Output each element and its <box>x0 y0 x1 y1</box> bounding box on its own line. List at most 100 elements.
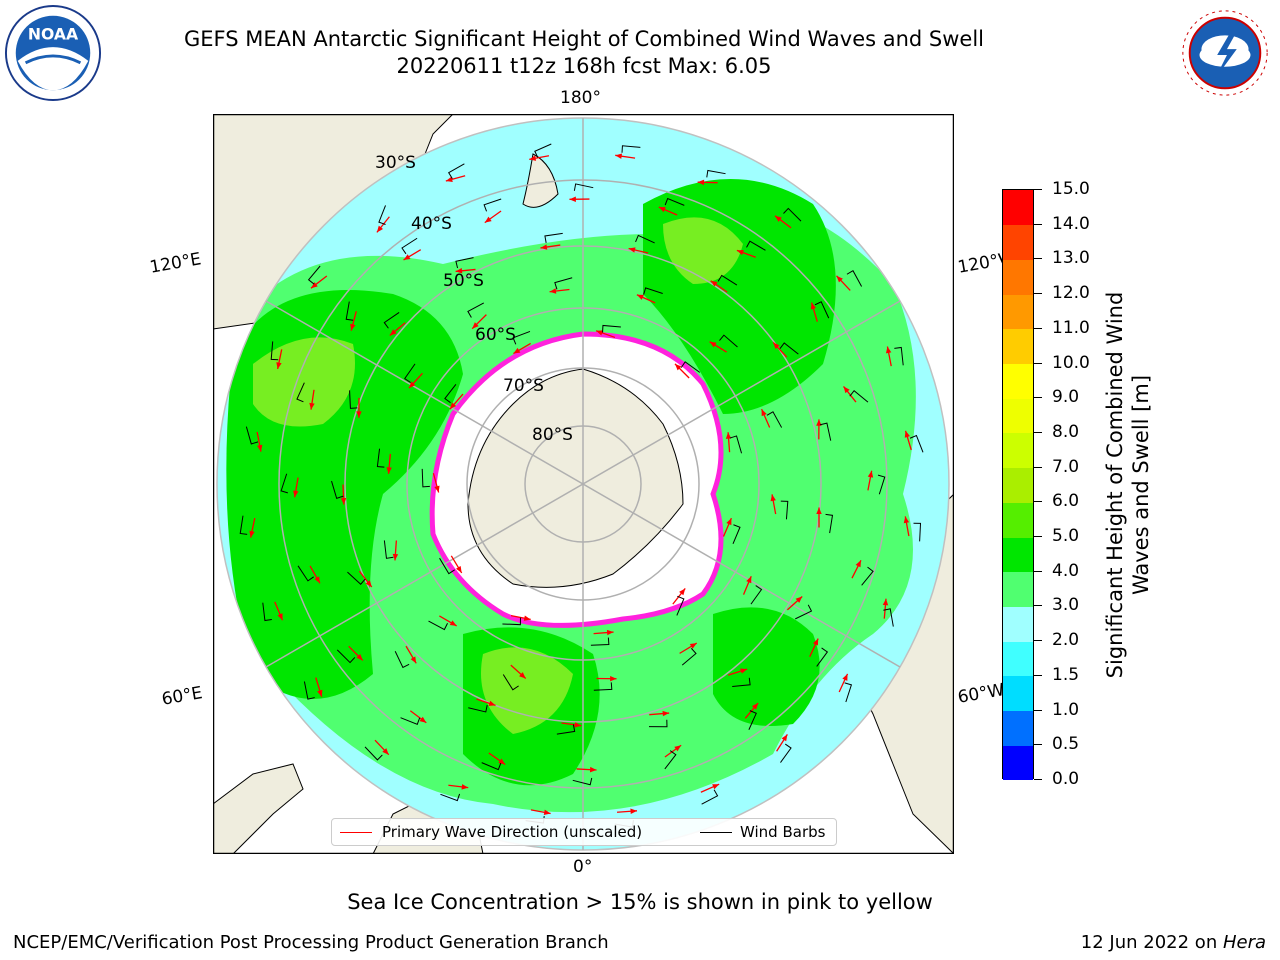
lat-label-70s: 70°S <box>503 376 544 396</box>
wave-direction-arrowhead <box>403 254 411 260</box>
wave-direction-arrowhead <box>689 643 697 649</box>
wave-peak-south <box>481 647 573 734</box>
colorbar-tick-label: 15.0 <box>1052 179 1090 199</box>
wind-barb <box>664 750 677 770</box>
wave-direction-arrowhead <box>885 346 892 354</box>
wind-barb <box>676 595 685 616</box>
lon-label-60e: 60°E <box>160 683 204 710</box>
wave-direction-arrowhead <box>775 215 782 222</box>
wave-direction-arrowhead <box>770 494 776 502</box>
colorbar-segment <box>1003 294 1033 330</box>
wave-direction-arrowhead <box>836 275 843 283</box>
colorbar-tick-mark <box>1034 674 1042 676</box>
wave-direction-legend-line <box>340 832 372 833</box>
wind-barb <box>748 710 757 730</box>
colorbar-tick-mark <box>1034 362 1042 364</box>
wave-direction-arrowhead <box>628 247 636 253</box>
wave-direction-arrowhead <box>589 766 597 773</box>
wind-barb <box>554 277 573 290</box>
wave-direction-arrowhead <box>340 498 347 505</box>
wave-direction-arrowhead <box>781 734 788 742</box>
wind-barb <box>544 232 563 243</box>
wind-barb <box>590 637 610 646</box>
colorbar-tick-mark <box>1034 258 1042 260</box>
colorbar-tick-label: 12.0 <box>1052 283 1090 304</box>
wave-direction-arrowhead <box>882 598 889 606</box>
africa-land <box>213 763 304 854</box>
colorbar-tick-label: 5.0 <box>1052 526 1080 547</box>
wind-barb <box>296 382 305 403</box>
colorbar-segment <box>1003 745 1033 781</box>
colorbar-segment <box>1003 190 1033 226</box>
wind-barb <box>572 777 593 786</box>
colorbar-tick-label: 0.5 <box>1052 734 1080 755</box>
wave-direction-arrowhead <box>904 430 910 438</box>
wind-barb <box>795 604 813 620</box>
wave-direction-arrowhead <box>751 702 759 710</box>
wind-barb <box>512 330 531 345</box>
colorbar-tick-mark <box>1034 779 1042 780</box>
wind-barb <box>262 602 272 622</box>
colorbar-tick-mark <box>1034 189 1042 190</box>
wave-direction-arrowhead <box>376 225 384 233</box>
colorbar-tick-label: 9.0 <box>1052 387 1080 408</box>
colorbar-segment <box>1003 398 1033 434</box>
wind-barb <box>421 468 430 488</box>
wind-barb <box>444 384 457 404</box>
new-zealand-land <box>522 153 559 208</box>
wave-direction-arrowhead <box>455 268 463 274</box>
wave-direction-arrowhead <box>276 362 282 369</box>
wind-barb <box>732 677 751 687</box>
wind-barb <box>877 474 886 495</box>
wind-barb <box>376 448 385 468</box>
vector-field <box>239 143 924 828</box>
wave-direction-arrowhead <box>419 716 427 723</box>
wave-direction-arrowhead <box>903 516 910 524</box>
colorbar-tick-mark <box>1034 744 1042 746</box>
colorbar-tick-mark <box>1034 327 1042 329</box>
wave-direction-arrowhead <box>709 341 717 348</box>
wind-barb <box>378 205 386 225</box>
lat-label-60s: 60°S <box>475 325 516 345</box>
wind-barb <box>766 411 783 428</box>
wave-direction-arrowhead <box>445 176 453 182</box>
wind-barb <box>729 435 743 454</box>
footer-date-text: 12 Jun 2022 on <box>1080 932 1223 953</box>
colorbar-tick-mark <box>1034 466 1042 468</box>
wind-barb <box>732 524 741 545</box>
lon-label-180: 180° <box>560 88 601 108</box>
wind-barb <box>297 565 314 582</box>
wave-direction-legend-label: Primary Wave Direction (unscaled) <box>382 823 643 841</box>
wind-barb <box>780 743 792 763</box>
wind-barb <box>883 608 894 627</box>
nws-logo <box>1178 6 1272 100</box>
wave-direction-arrowhead <box>356 653 363 661</box>
noaa-logo: NOAA <box>4 4 102 102</box>
wave-direction-arrowhead <box>317 689 323 697</box>
colorbar-tick-mark <box>1034 223 1042 225</box>
wind-barb <box>680 361 701 373</box>
footer-host: Hera <box>1222 932 1266 953</box>
graticule <box>216 117 950 851</box>
chart-subtitle: 20220611 t12z 168h fcst Max: 6.05 <box>396 54 772 78</box>
wave-direction-arrowhead <box>314 576 320 584</box>
wave-direction-arrowhead <box>449 402 457 410</box>
wind-barb-legend-label: Wind Barbs <box>740 823 826 841</box>
wind-barb <box>383 311 400 329</box>
colorbar-tick-label: 7.0 <box>1052 456 1080 477</box>
wave-direction-arrowhead <box>674 745 682 752</box>
wind-barb <box>783 207 802 222</box>
colorbar-tick-mark <box>1034 431 1042 433</box>
wave-direction-arrowhead <box>293 490 299 498</box>
wind-barb <box>573 183 594 191</box>
wind-barb <box>336 649 356 664</box>
wind-barb <box>394 651 410 669</box>
wave-direction-arrowhead <box>549 288 557 294</box>
colorbar-tick-mark <box>1034 640 1042 642</box>
wind-barb <box>779 342 799 355</box>
colorbar-segment <box>1003 675 1033 712</box>
wind-barb <box>481 762 502 771</box>
wave-direction-arrowhead <box>812 638 819 646</box>
wave-direction-arrowhead <box>529 155 537 161</box>
colorbar-segment <box>1003 328 1033 365</box>
